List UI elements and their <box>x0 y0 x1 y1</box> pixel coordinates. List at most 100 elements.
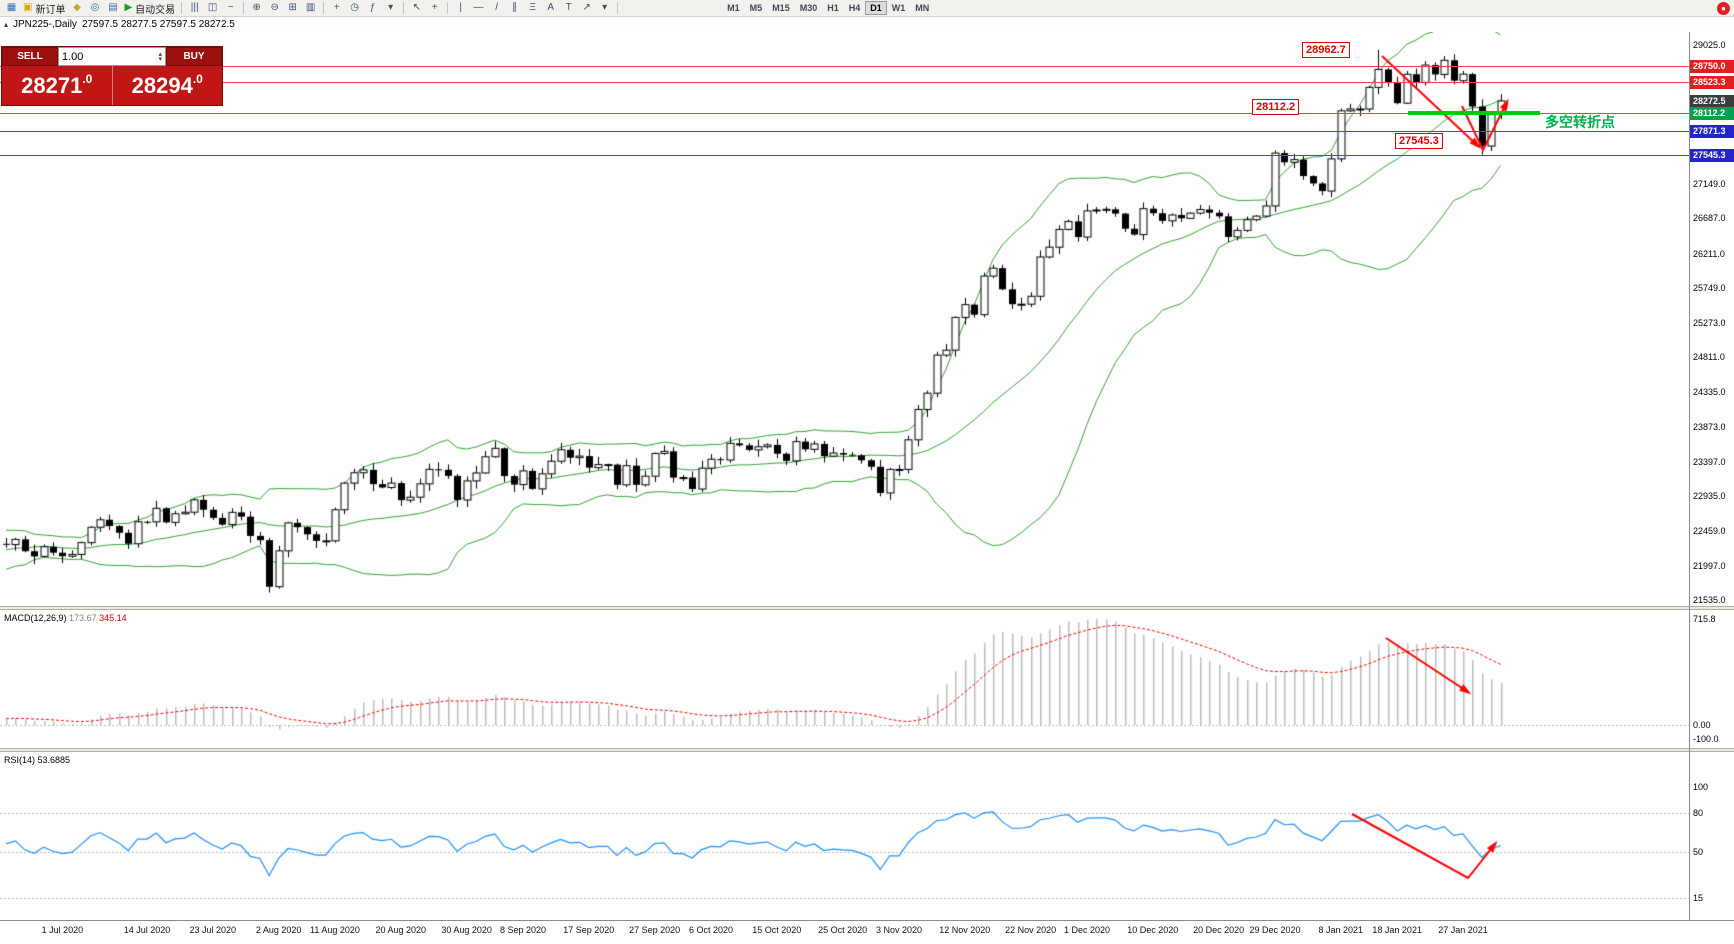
crosshair-icon[interactable]: + <box>426 1 443 16</box>
date-label: 29 Dec 2020 <box>1249 925 1301 935</box>
alerts-icon[interactable]: ◎ <box>86 1 103 16</box>
period-clock-icon[interactable]: ◷ <box>346 1 363 16</box>
volume-spinner[interactable]: ▴ ▾ <box>158 50 162 63</box>
macd-axis-label: -100.0 <box>1693 734 1719 744</box>
fibonacci-icon: Ξ <box>529 2 536 13</box>
volume-value[interactable]: 1.00 <box>62 50 84 63</box>
zoom-out-icon[interactable]: ⊖ <box>266 1 283 16</box>
grid-icon: ⊞ <box>288 2 297 13</box>
buy-button[interactable]: BUY <box>166 47 222 66</box>
date-label: 8 Jan 2021 <box>1318 925 1364 935</box>
sell-price-frac: .0 <box>82 72 93 86</box>
zoom-in-icon[interactable]: ⊕ <box>248 1 265 16</box>
macd-axis-label: 715.8 <box>1693 614 1716 624</box>
level-line[interactable] <box>0 130 1689 132</box>
trendline-icon[interactable]: / <box>488 1 505 16</box>
arrows-icon[interactable]: ↗ <box>578 1 595 16</box>
sell-button[interactable]: SELL <box>2 47 58 66</box>
label-icon[interactable]: T <box>560 1 577 16</box>
bar-chart-icon[interactable]: ||| <box>186 1 203 16</box>
rsi-value: 53.6885 <box>37 755 71 765</box>
autotrading-button[interactable]: ▶ 自动交易 <box>122 1 177 16</box>
level-line[interactable] <box>0 154 1689 156</box>
timeframe-M30[interactable]: M30 <box>799 3 818 13</box>
grid-icon[interactable]: ⊞ <box>284 1 301 16</box>
support-segment[interactable] <box>1408 110 1540 115</box>
price-annotation[interactable]: 28112.2 <box>1252 99 1300 115</box>
fibonacci-icon[interactable]: Ξ <box>524 1 541 16</box>
tile-windows-icon[interactable]: ▥ <box>302 1 319 16</box>
macd-axis-label: 0.00 <box>1693 720 1711 730</box>
buy-price-frac: .0 <box>192 72 203 86</box>
line-chart-icon[interactable]: ~ <box>222 1 239 16</box>
rsi-indicator-canvas[interactable] <box>0 752 1689 920</box>
toolbar-separator <box>243 2 245 14</box>
timeframe-W1[interactable]: W1 <box>891 3 906 13</box>
buy-price[interactable]: 28294 .0 <box>113 66 223 105</box>
price-badge: 27545.3 <box>1690 148 1734 162</box>
rsi-axis-label: 100 <box>1693 782 1709 792</box>
timeframe-M5[interactable]: M5 <box>749 3 763 13</box>
period-clock-icon: ◷ <box>350 2 360 13</box>
toolbar: ▦ ▣ 新订单 ◆ ◎ ▤ ▶ 自动交易 ||| ◫ ~ ⊕ ⊖ ⊞ ▥ + ◷ ƒ ▾ ↖ + | — / ∥ Ξ A T ↗ ▾ M1 M… <box>0 0 1734 17</box>
date-label: 27 Jan 2021 <box>1438 925 1488 935</box>
candlestick-chart-icon[interactable]: ◫ <box>204 1 221 16</box>
label-icon: T <box>565 2 572 13</box>
timeframe-D1[interactable]: D1 <box>865 1 887 15</box>
shapes-dropdown-icon[interactable]: ▾ <box>596 1 613 16</box>
volume-down-icon[interactable]: ▾ <box>158 55 162 63</box>
price-tick: 25273.0 <box>1693 317 1726 328</box>
volume-up-icon[interactable]: ▴ <box>158 50 162 58</box>
price-annotation[interactable]: 28962.7 <box>1302 42 1350 58</box>
new-order-button[interactable]: ▣ 新订单 <box>21 1 67 16</box>
chart-ohlc-values: 27597.5 28277.5 27597.5 28272.5 <box>81 19 235 30</box>
level-line[interactable] <box>0 82 1689 84</box>
rsi-name: RSI(14) <box>4 755 36 765</box>
date-label: 10 Dec 2020 <box>1127 925 1179 935</box>
rsi-label: RSI(14) 53.6885 <box>4 755 70 765</box>
candlestick-chart-icon: ◫ <box>207 2 218 13</box>
add-indicator-icon[interactable]: + <box>328 1 345 16</box>
main-chart-canvas[interactable] <box>0 32 1689 606</box>
date-label: 27 Sep 2020 <box>629 925 681 935</box>
date-label: 17 Sep 2020 <box>563 925 615 935</box>
volume-input[interactable]: 1.00 ▴ ▾ <box>58 47 166 66</box>
horizontal-line-icon[interactable]: — <box>470 1 487 16</box>
timeframe-M1[interactable]: M1 <box>727 3 740 13</box>
channel-icon[interactable]: ∥ <box>506 1 523 16</box>
rsi-panel-splitter[interactable] <box>0 748 1734 752</box>
level-line[interactable] <box>0 65 1689 67</box>
market-watch-icon[interactable]: ▤ <box>104 1 121 16</box>
macd-indicator-canvas[interactable] <box>0 610 1689 748</box>
price-annotation[interactable]: 27545.3 <box>1395 133 1443 149</box>
indicators-dropdown-icon[interactable]: ▾ <box>382 1 399 16</box>
metaeditor-icon[interactable]: ◆ <box>68 1 85 16</box>
sell-price[interactable]: 28271 .0 <box>2 66 113 105</box>
rsi-axis-label: 80 <box>1693 808 1704 818</box>
text-icon[interactable]: A <box>542 1 559 16</box>
macd-panel-splitter[interactable] <box>0 606 1734 610</box>
timeframe-H1[interactable]: H1 <box>827 3 839 13</box>
timeframe-MN[interactable]: MN <box>915 3 930 13</box>
date-label: 3 Nov 2020 <box>875 925 923 935</box>
date-label: 23 Jul 2020 <box>189 925 237 935</box>
shapes-dropdown-icon: ▾ <box>602 2 608 13</box>
new-chart-icon[interactable]: ▦ <box>3 1 20 16</box>
market-watch-icon: ▤ <box>108 2 118 13</box>
date-label: 1 Dec 2020 <box>1063 925 1111 935</box>
price-tick: 22935.0 <box>1693 491 1726 502</box>
connection-status-icon[interactable]: ● <box>1717 2 1730 15</box>
turning-point-label[interactable]: 多空转折点 <box>1545 114 1615 130</box>
timeframe-H4[interactable]: H4 <box>848 3 861 13</box>
timeframe-M15[interactable]: M15 <box>772 3 790 13</box>
date-label: 1 Jul 2020 <box>41 925 84 935</box>
price-tick: 27149.0 <box>1693 179 1726 190</box>
level-line[interactable] <box>0 112 1689 114</box>
date-label: 8 Sep 2020 <box>499 925 547 935</box>
alerts-icon: ◎ <box>90 2 100 13</box>
channel-icon: ∥ <box>512 2 518 13</box>
vertical-line-icon[interactable]: | <box>452 1 469 16</box>
indicators-icon[interactable]: ƒ <box>364 1 381 16</box>
cursor-icon[interactable]: ↖ <box>408 1 425 16</box>
new-chart-icon: ▦ <box>6 2 17 13</box>
